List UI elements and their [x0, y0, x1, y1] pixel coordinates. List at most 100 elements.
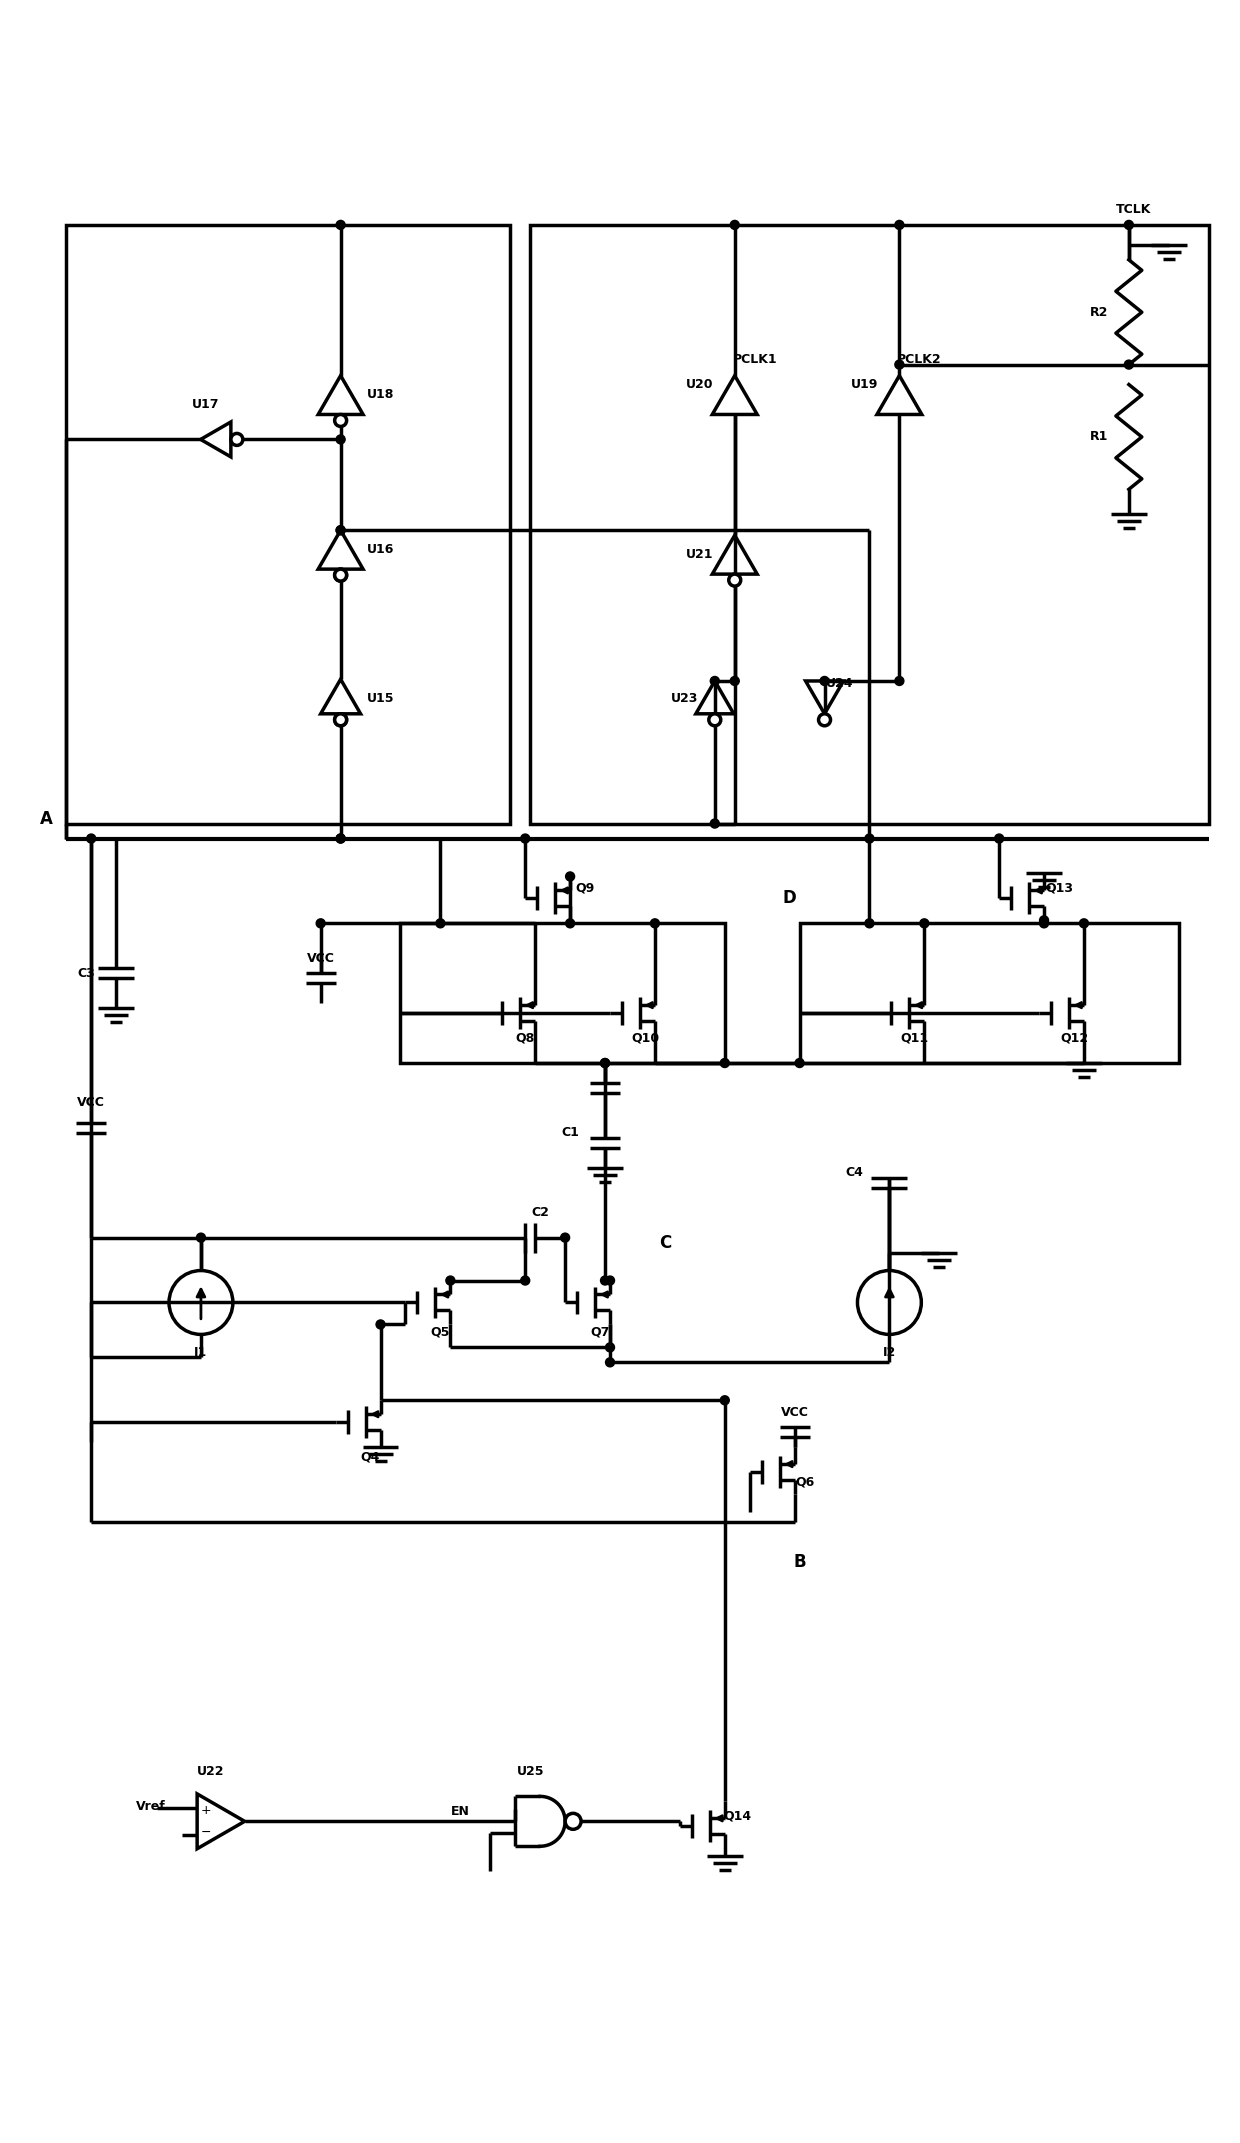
Text: PCLK1: PCLK1	[733, 354, 777, 366]
Text: U22: U22	[197, 1766, 224, 1779]
Circle shape	[795, 1059, 804, 1067]
Circle shape	[565, 872, 574, 881]
Circle shape	[605, 1275, 615, 1286]
Text: −: −	[201, 1826, 211, 1839]
Text: Q12: Q12	[1060, 1031, 1087, 1044]
Text: Q8: Q8	[516, 1031, 534, 1044]
Circle shape	[560, 1232, 569, 1243]
Circle shape	[895, 360, 904, 369]
Circle shape	[336, 221, 345, 229]
Circle shape	[335, 414, 347, 426]
Circle shape	[729, 574, 740, 585]
Circle shape	[565, 919, 574, 928]
Circle shape	[895, 677, 904, 686]
Circle shape	[336, 525, 345, 536]
Circle shape	[605, 1359, 615, 1367]
Circle shape	[866, 834, 874, 842]
Text: U17: U17	[192, 399, 219, 411]
Circle shape	[651, 919, 660, 928]
Circle shape	[895, 221, 904, 229]
Circle shape	[600, 1059, 610, 1067]
Circle shape	[336, 435, 345, 444]
Bar	[531, 225, 1209, 823]
Bar	[66, 225, 510, 823]
Text: Q14: Q14	[724, 1811, 751, 1824]
Text: C: C	[658, 1234, 671, 1252]
Circle shape	[730, 677, 739, 686]
Circle shape	[720, 1395, 729, 1406]
Text: Q5: Q5	[430, 1327, 450, 1339]
Circle shape	[711, 819, 719, 827]
Circle shape	[866, 919, 874, 928]
Text: Q13: Q13	[1045, 883, 1073, 896]
Text: U25: U25	[516, 1766, 544, 1779]
Text: A: A	[40, 810, 53, 827]
Circle shape	[231, 433, 243, 446]
Text: U20: U20	[686, 377, 713, 390]
Circle shape	[720, 1059, 729, 1067]
Text: Q6: Q6	[795, 1477, 815, 1489]
Text: D: D	[782, 889, 796, 906]
Circle shape	[565, 1813, 582, 1830]
Text: C4: C4	[846, 1166, 863, 1179]
Circle shape	[336, 834, 345, 842]
Text: C1: C1	[562, 1127, 579, 1140]
Text: C2: C2	[531, 1207, 549, 1219]
Text: U18: U18	[367, 388, 394, 401]
Text: U21: U21	[686, 549, 713, 561]
Text: Q9: Q9	[575, 883, 595, 896]
Circle shape	[1039, 915, 1049, 926]
Text: U19: U19	[851, 377, 878, 390]
Circle shape	[521, 834, 529, 842]
Text: Vref: Vref	[136, 1800, 166, 1813]
Circle shape	[335, 570, 347, 581]
Text: I2: I2	[883, 1346, 897, 1359]
Circle shape	[196, 1232, 206, 1243]
Text: R2: R2	[1090, 306, 1109, 319]
Text: +: +	[201, 1804, 212, 1817]
Circle shape	[920, 919, 929, 928]
Text: R1: R1	[1090, 431, 1109, 444]
Bar	[401, 924, 724, 1063]
Circle shape	[335, 570, 347, 581]
Circle shape	[730, 221, 739, 229]
Text: I1: I1	[195, 1346, 207, 1359]
Text: U24: U24	[826, 677, 853, 690]
Text: U16: U16	[367, 542, 394, 555]
Circle shape	[709, 714, 720, 726]
Text: EN: EN	[451, 1804, 470, 1817]
Text: B: B	[794, 1554, 806, 1571]
Circle shape	[446, 1275, 455, 1286]
Text: PCLK2: PCLK2	[897, 354, 941, 366]
Text: VCC: VCC	[781, 1406, 808, 1419]
Text: Q4: Q4	[361, 1451, 381, 1464]
Circle shape	[336, 525, 345, 536]
Circle shape	[521, 1275, 529, 1286]
Text: VCC: VCC	[306, 951, 335, 964]
Text: U23: U23	[671, 692, 698, 705]
Circle shape	[600, 1059, 610, 1067]
Circle shape	[600, 1275, 610, 1286]
Circle shape	[335, 714, 347, 726]
Circle shape	[818, 714, 831, 726]
Circle shape	[820, 677, 830, 686]
Circle shape	[316, 919, 325, 928]
Circle shape	[1039, 919, 1049, 928]
Circle shape	[336, 834, 345, 842]
Text: TCLK: TCLK	[1116, 204, 1152, 216]
Circle shape	[1080, 919, 1089, 928]
Circle shape	[711, 677, 719, 686]
Circle shape	[376, 1320, 386, 1329]
Text: Q7: Q7	[590, 1327, 610, 1339]
Circle shape	[87, 834, 95, 842]
Text: Q10: Q10	[631, 1031, 658, 1044]
Text: U15: U15	[367, 692, 394, 705]
Circle shape	[605, 1344, 615, 1352]
Text: Q11: Q11	[900, 1031, 929, 1044]
Circle shape	[1125, 360, 1133, 369]
Circle shape	[335, 714, 347, 726]
Text: VCC: VCC	[77, 1097, 105, 1110]
Circle shape	[436, 919, 445, 928]
Text: C3: C3	[77, 966, 95, 979]
Circle shape	[1125, 221, 1133, 229]
